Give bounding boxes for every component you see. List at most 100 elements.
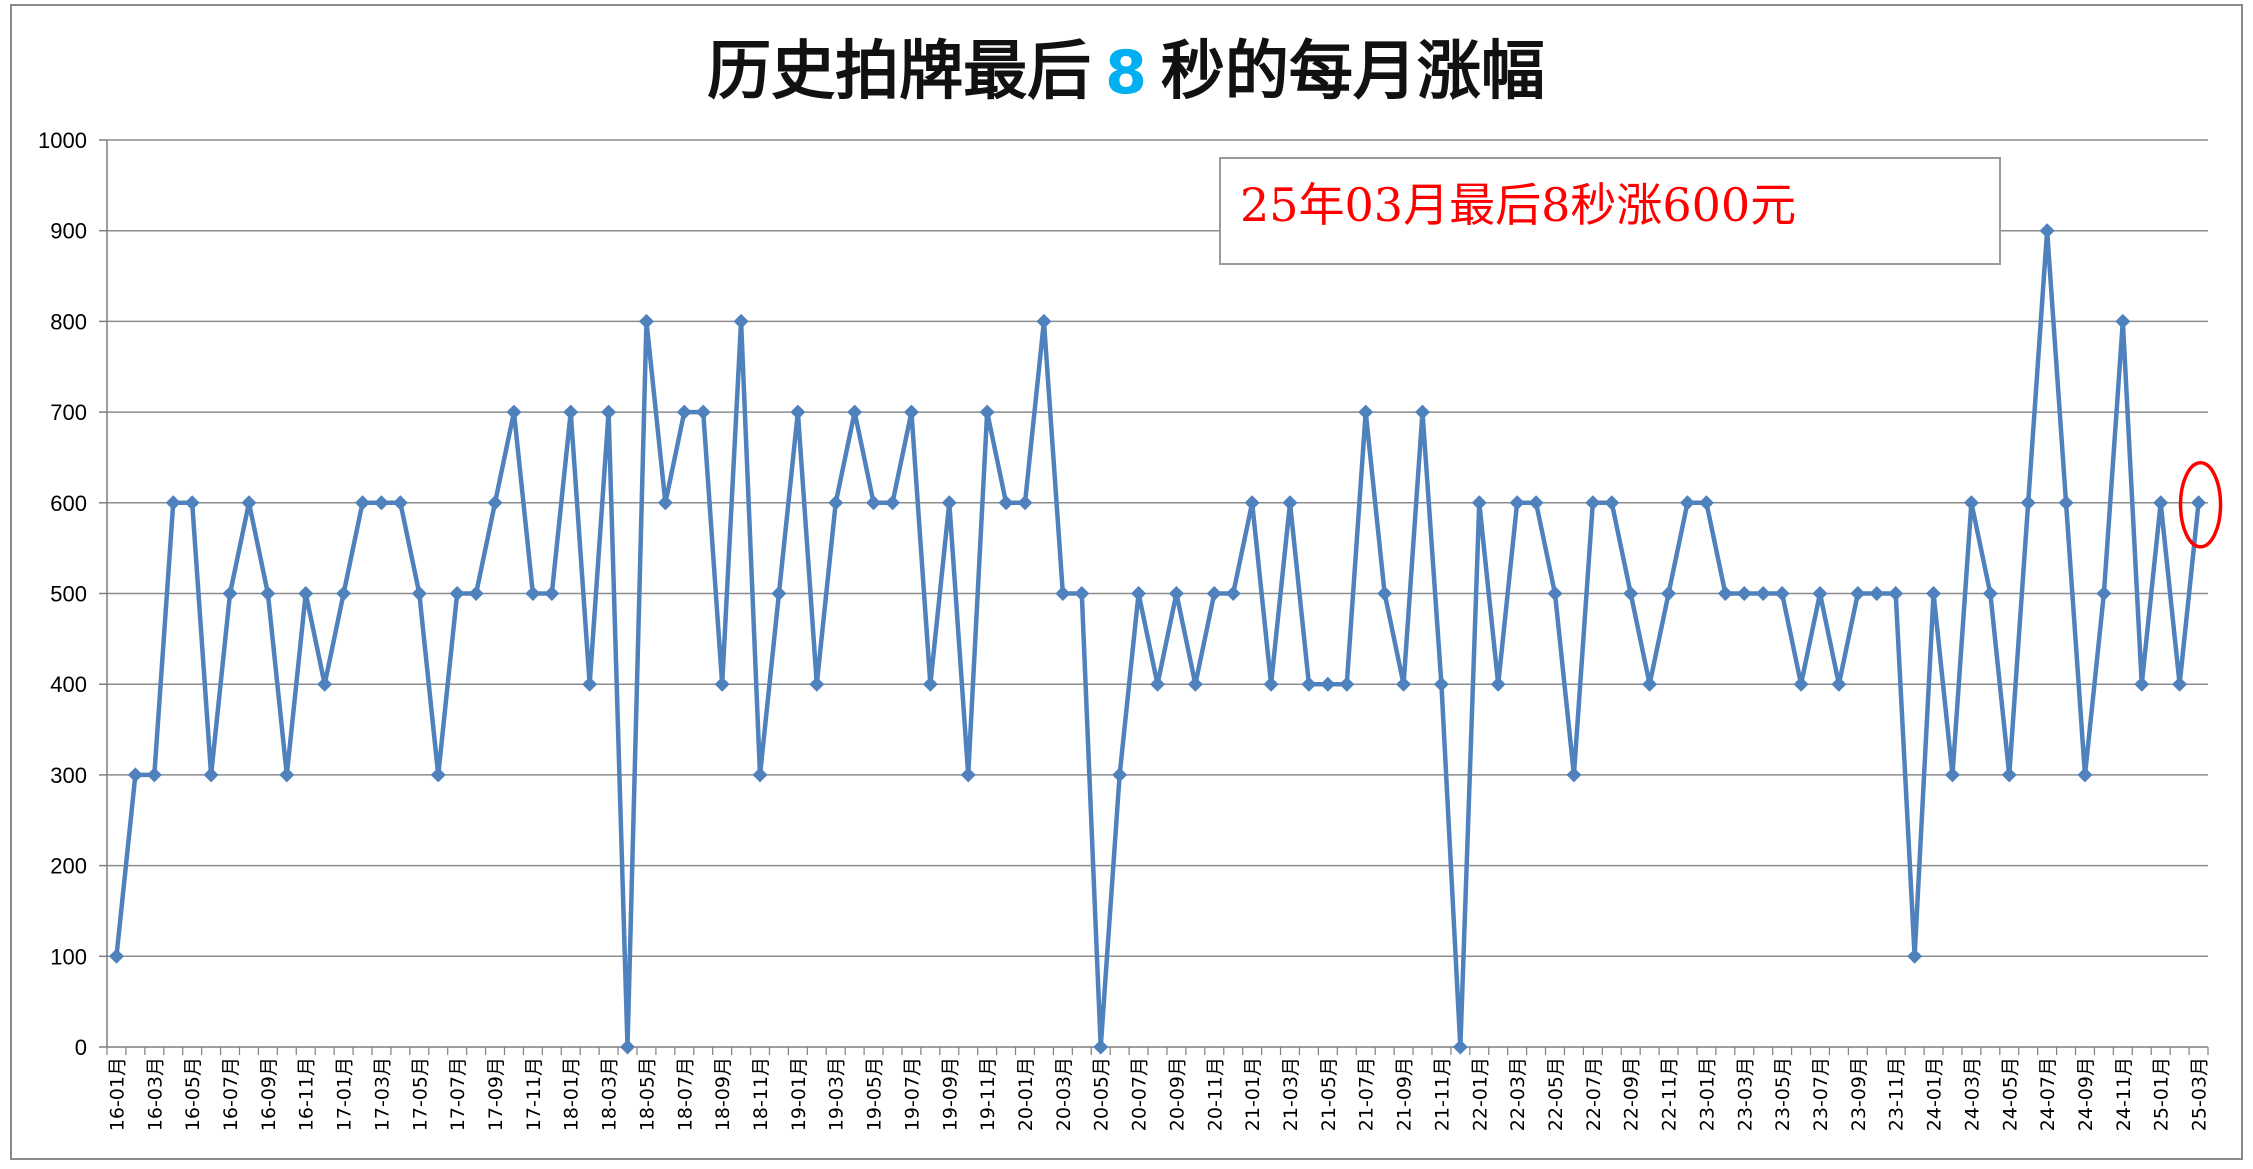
data-point: [1225, 586, 1241, 601]
series-line-path: [114, 228, 2201, 1050]
data-point: [298, 586, 314, 601]
x-tick-label: 24-07月: [2037, 1057, 2059, 1131]
x-tick-label: 18-05月: [636, 1057, 658, 1131]
data-point: [1736, 586, 1752, 601]
x-tick-label: 19-09月: [939, 1057, 961, 1131]
data-point: [1944, 767, 1960, 783]
data-point: [1585, 495, 1601, 511]
gridlines: [107, 139, 2208, 958]
data-point: [336, 586, 352, 601]
data-point: [638, 313, 654, 329]
x-tick-label: 17-03月: [371, 1057, 393, 1131]
x-tick-label: 22-01月: [1469, 1057, 1491, 1131]
y-tick-label: 400: [50, 672, 87, 697]
data-point: [1168, 586, 1184, 601]
data-point: [1509, 495, 1525, 511]
x-tick-label: 16-01月: [106, 1057, 128, 1131]
data-point: [222, 586, 238, 601]
data-point: [1698, 495, 1714, 511]
data-point: [1282, 495, 1298, 511]
axes: [106, 140, 2208, 1048]
data-point: [1869, 586, 1885, 601]
y-tick-label: 1000: [38, 128, 87, 153]
data-point: [468, 586, 484, 601]
x-tick-label: 20-03月: [1053, 1057, 1075, 1131]
x-tick-label: 20-01月: [1015, 1057, 1037, 1131]
x-tick-label: 20-05月: [1091, 1057, 1113, 1131]
data-point: [1377, 586, 1393, 601]
y-tick-label: 0: [75, 1035, 87, 1060]
x-tick-label: 23-09月: [1848, 1057, 1870, 1131]
x-tick-label: 24-05月: [1999, 1057, 2021, 1131]
chart-title-suffix: 秒的每月涨幅: [1161, 34, 1545, 109]
data-point: [733, 313, 749, 329]
x-tick-label: 20-11月: [1204, 1057, 1226, 1131]
data-point: [1471, 495, 1487, 511]
data-point: [714, 676, 730, 692]
data-point: [1433, 676, 1449, 692]
x-tick-label: 25-03月: [2189, 1057, 2211, 1131]
x-tick-label: 21-05月: [1318, 1057, 1340, 1131]
data-point: [184, 495, 200, 511]
y-tick-label: 800: [50, 309, 87, 334]
x-tick-label: 17-07月: [447, 1057, 469, 1131]
data-point: [1414, 404, 1430, 420]
data-point: [885, 495, 901, 511]
data-point: [1396, 676, 1412, 692]
data-point: [2172, 676, 2188, 692]
data-point: [1888, 586, 1904, 601]
x-tick-label: 23-07月: [1810, 1057, 1832, 1131]
data-point: [1036, 313, 1052, 329]
data-point: [2077, 767, 2093, 783]
data-point: [563, 404, 579, 420]
x-tick-label: 22-11月: [1659, 1057, 1681, 1131]
series-markers: [108, 223, 2207, 1055]
y-tick-label: 600: [50, 491, 87, 516]
data-point: [2134, 676, 2150, 692]
data-point: [998, 495, 1014, 511]
data-point: [1642, 676, 1658, 692]
data-point: [1528, 495, 1544, 511]
data-point: [392, 495, 408, 511]
data-point: [1982, 586, 1998, 601]
data-point: [1452, 1039, 1468, 1055]
highlight-circle: [2178, 461, 2223, 549]
x-tick-label: 21-01月: [1242, 1057, 1264, 1131]
data-point: [790, 404, 806, 420]
data-point: [1187, 676, 1203, 692]
x-tick-label: 17-09月: [485, 1057, 507, 1131]
data-point: [1812, 586, 1828, 601]
data-point: [847, 404, 863, 420]
chart-title: 历史拍牌最后 8 秒的每月涨幅: [707, 34, 1545, 109]
data-point: [941, 495, 957, 511]
x-tick-label: 21-11月: [1431, 1057, 1453, 1131]
data-point: [2191, 495, 2207, 511]
data-point: [809, 676, 825, 692]
data-point: [2115, 313, 2131, 329]
data-point: [1131, 586, 1147, 601]
x-tick-label: 24-09月: [2075, 1057, 2097, 1131]
x-tick-label: 24-11月: [2113, 1057, 2135, 1131]
data-point: [960, 767, 976, 783]
data-point: [752, 767, 768, 783]
data-point: [601, 404, 617, 420]
x-tick-label: 22-07月: [1583, 1057, 1605, 1131]
data-point: [127, 767, 143, 783]
data-point: [979, 404, 995, 420]
y-tick-label: 500: [50, 582, 87, 607]
x-tick-label: 19-05月: [864, 1057, 886, 1131]
data-point: [1661, 586, 1677, 601]
data-point: [1490, 676, 1506, 692]
chart-title-highlight: 8: [1105, 38, 1147, 108]
x-tick-label: 24-01月: [1924, 1057, 1946, 1131]
x-tick-label: 18-09月: [712, 1057, 734, 1131]
data-point: [1963, 495, 1979, 511]
data-point: [866, 495, 882, 511]
x-tick-label: 21-03月: [1280, 1057, 1302, 1131]
data-point: [279, 767, 295, 783]
data-point: [1017, 495, 1033, 511]
x-tick-label: 21-07月: [1356, 1057, 1378, 1131]
data-point: [373, 495, 389, 511]
data-point: [317, 676, 333, 692]
data-point: [241, 495, 257, 511]
